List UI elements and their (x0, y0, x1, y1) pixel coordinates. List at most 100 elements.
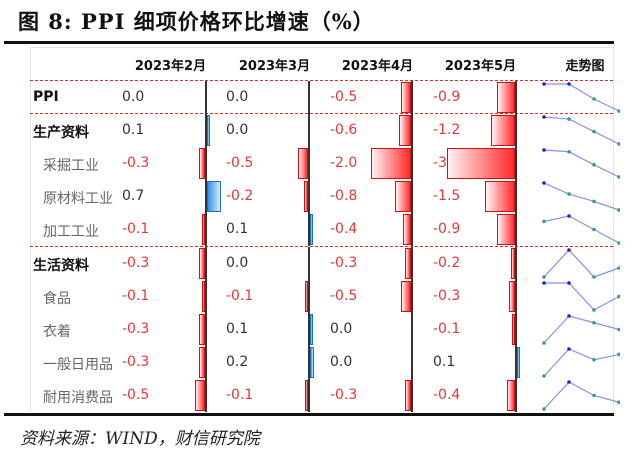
cell-value: -0.9 (433, 221, 461, 237)
cell-value: -0.3 (330, 255, 358, 271)
cell-value: -1.2 (433, 122, 461, 138)
row-label: PPI (33, 89, 59, 105)
bar-axis (308, 213, 310, 246)
bar-axis (308, 114, 310, 147)
bar-axis (411, 81, 413, 114)
bar-axis (308, 280, 310, 313)
negative-data-bar (199, 248, 205, 279)
cell-value: -0.1 (226, 387, 254, 403)
negative-data-bar (447, 148, 515, 179)
sparkline-chart (542, 214, 620, 245)
bar-axis (205, 114, 207, 147)
cell-value: -0.5 (122, 387, 150, 403)
bar-axis (205, 213, 207, 246)
bar-axis (205, 379, 207, 412)
negative-data-bar (401, 82, 411, 113)
bar-axis (308, 379, 310, 412)
negative-data-bar (401, 281, 411, 312)
bar-axis (205, 280, 207, 313)
bar-axis (515, 346, 517, 379)
bar-axis (308, 346, 310, 379)
figure-title: 图 8: PPI 细项价格环比增速（%） (18, 9, 375, 34)
top-rule (4, 41, 614, 44)
sparkline-chart (542, 248, 620, 279)
bar-axis (411, 379, 413, 412)
cell-value: -0.8 (330, 188, 358, 204)
bar-axis (205, 180, 207, 213)
cell-value: 0.1 (122, 122, 145, 138)
negative-data-bar (199, 347, 205, 378)
bar-axis (411, 180, 413, 213)
cell-value: 0.0 (226, 255, 249, 271)
bar-axis (308, 81, 310, 114)
bar-axis (308, 247, 310, 280)
bar-axis (515, 379, 517, 412)
row-label: 食品 (43, 291, 71, 307)
bar-axis (205, 247, 207, 280)
cell-value: -0.4 (433, 387, 461, 403)
cell-value: -0.3 (330, 387, 358, 403)
negative-data-bar (485, 181, 515, 212)
positive-data-bar (310, 314, 313, 345)
negative-data-bar (305, 281, 308, 312)
cell-value: -0.3 (122, 155, 150, 171)
negative-data-bar (511, 248, 515, 279)
cell-value: -0.3 (122, 321, 150, 337)
row-label: 一般日用品 (43, 357, 113, 373)
cell-value: 0.1 (226, 221, 249, 237)
cell-value: -0.5 (330, 288, 358, 304)
bar-axis (515, 247, 517, 280)
sparkline-chart (542, 347, 620, 378)
positive-data-bar (207, 115, 210, 146)
cell-value: -0.2 (433, 255, 461, 271)
sparkline-chart (542, 181, 620, 212)
positive-data-bar (207, 181, 221, 212)
cell-value: -0.5 (226, 155, 254, 171)
negative-data-bar (304, 181, 308, 212)
bar-axis (308, 147, 310, 180)
negative-data-bar (497, 82, 515, 113)
bar-axis (411, 114, 413, 147)
negative-data-bar (202, 214, 205, 245)
cell-value: -0.4 (330, 221, 358, 237)
col-header-mar: 2023年3月 (238, 59, 311, 74)
bar-axis (515, 213, 517, 246)
positive-data-bar (310, 214, 313, 245)
negative-data-bar (305, 380, 308, 411)
cell-value: 0.2 (226, 354, 249, 370)
bar-axis (411, 313, 413, 346)
cell-value: -0.3 (433, 288, 461, 304)
negative-data-bar (395, 181, 411, 212)
negative-data-bar (199, 148, 205, 179)
negative-data-bar (512, 314, 515, 345)
negative-data-bar (491, 115, 515, 146)
cell-value: 0.1 (433, 354, 456, 370)
negative-data-bar (202, 281, 205, 312)
negative-data-bar (507, 380, 515, 411)
negative-data-bar (371, 148, 411, 179)
cell-value: 0.0 (122, 89, 145, 105)
sparkline-chart (542, 314, 620, 345)
sparkline-chart (542, 148, 620, 179)
col-header-apr: 2023年4月 (341, 59, 414, 74)
row-label: 原材料工业 (43, 191, 113, 207)
row-label: 耐用消费品 (43, 390, 113, 406)
cell-value: 0.1 (226, 321, 249, 337)
bar-axis (411, 213, 413, 246)
positive-data-bar (310, 347, 314, 378)
col-header-may: 2023年5月 (444, 59, 517, 74)
bar-axis (308, 180, 310, 213)
cell-value: -0.2 (226, 188, 254, 204)
separator (30, 113, 613, 114)
cell-value: 0.7 (122, 188, 145, 204)
separator (30, 80, 613, 81)
cell-value: 0.0 (226, 89, 249, 105)
negative-data-bar (399, 115, 411, 146)
bar-axis (411, 280, 413, 313)
cell-value: -0.3 (122, 354, 150, 370)
negative-data-bar (405, 380, 411, 411)
cell-value: -0.1 (226, 288, 254, 304)
negative-data-bar (403, 214, 411, 245)
bar-axis (411, 346, 413, 379)
bottom-rule (4, 413, 614, 416)
